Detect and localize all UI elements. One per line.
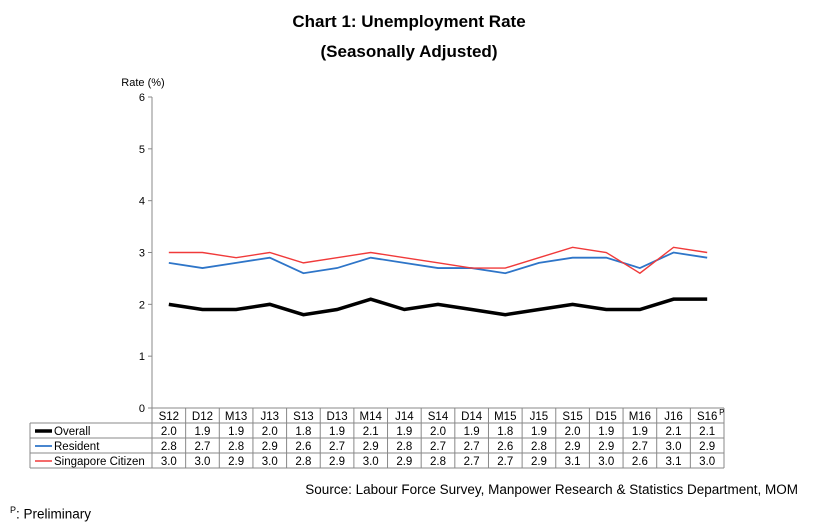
data-label: 2.9 <box>699 441 715 453</box>
data-label: 2.0 <box>262 426 278 438</box>
legend-label: Singapore Citizen <box>54 456 145 468</box>
data-label: 1.8 <box>295 426 311 438</box>
data-label: 2.0 <box>161 426 177 438</box>
data-label: 3.1 <box>565 456 581 468</box>
data-label: 2.9 <box>598 441 614 453</box>
legend-label: Resident <box>54 441 100 453</box>
preliminary-marker: P <box>719 408 724 417</box>
data-label: 2.8 <box>295 456 311 468</box>
data-label: 3.0 <box>194 456 210 468</box>
source-note: Source: Labour Force Survey, Manpower Re… <box>305 482 798 497</box>
data-label: 3.0 <box>161 456 177 468</box>
data-label: 1.9 <box>464 426 480 438</box>
chart-title: Chart 1: Unemployment Rate <box>292 12 526 31</box>
data-label: 3.0 <box>598 456 614 468</box>
x-tick-label: S15 <box>562 411 582 423</box>
footnote-marker: P <box>10 505 17 515</box>
data-label: 1.9 <box>598 426 614 438</box>
series-line-overall <box>168 297 708 317</box>
data-label: 3.0 <box>699 456 715 468</box>
data-label: 3.1 <box>666 456 682 468</box>
x-tick-label: S16 <box>697 411 717 423</box>
x-tick-label: D13 <box>327 411 348 423</box>
series-line-singapore-citizen <box>168 246 708 275</box>
data-label: 2.7 <box>464 456 480 468</box>
footnote: P: Preliminary <box>10 505 91 522</box>
y-tick-label: 0 <box>139 403 145 415</box>
data-label: 2.7 <box>464 441 480 453</box>
x-tick-label: J16 <box>664 411 683 423</box>
data-label: 2.9 <box>228 456 244 468</box>
footnote-text: : Preliminary <box>16 506 92 522</box>
data-label: 2.9 <box>363 441 379 453</box>
data-label: 2.6 <box>295 441 311 453</box>
data-label: 2.7 <box>632 441 648 453</box>
data-label: 1.9 <box>228 426 244 438</box>
data-label: 2.6 <box>497 441 513 453</box>
data-label: 2.9 <box>565 441 581 453</box>
x-tick-label: J14 <box>395 411 414 423</box>
data-label: 2.9 <box>531 456 547 468</box>
data-label: 2.8 <box>396 441 412 453</box>
x-tick-label: S14 <box>428 411 449 423</box>
x-tick-label: J15 <box>530 411 549 423</box>
legend-label: Overall <box>54 426 90 438</box>
data-label: 2.9 <box>262 441 278 453</box>
x-tick-label: M14 <box>360 411 383 423</box>
data-label: 2.7 <box>329 441 345 453</box>
x-tick-label: D15 <box>596 411 617 423</box>
data-label: 3.0 <box>666 441 682 453</box>
x-tick-label: J13 <box>260 411 279 423</box>
data-label: 2.8 <box>161 441 177 453</box>
x-tick-label: D14 <box>461 411 483 423</box>
data-label: 1.9 <box>194 426 210 438</box>
data-label: 2.1 <box>699 426 715 438</box>
data-label: 2.9 <box>396 456 412 468</box>
x-tick-label: M16 <box>629 411 651 423</box>
data-label: 2.9 <box>329 456 345 468</box>
data-label: 2.7 <box>194 441 210 453</box>
data-label: 2.8 <box>228 441 244 453</box>
data-label: 3.0 <box>262 456 278 468</box>
data-label: 1.8 <box>497 426 513 438</box>
y-tick-label: 6 <box>139 92 145 104</box>
data-label: 2.6 <box>632 456 648 468</box>
x-tick-label: D12 <box>192 411 213 423</box>
data-label: 2.1 <box>666 426 682 438</box>
data-label: 1.9 <box>531 426 547 438</box>
data-label: 1.9 <box>396 426 412 438</box>
data-label: 2.1 <box>363 426 379 438</box>
y-tick-label: 5 <box>139 144 145 156</box>
data-label: 2.7 <box>497 456 513 468</box>
x-tick-label: S12 <box>159 411 179 423</box>
data-label: 2.8 <box>531 441 547 453</box>
data-label: 2.7 <box>430 441 446 453</box>
data-label: 1.9 <box>632 426 648 438</box>
data-label: 2.0 <box>565 426 581 438</box>
data-label: 2.8 <box>430 456 446 468</box>
y-tick-label: 1 <box>139 351 145 363</box>
x-tick-label: M15 <box>494 411 516 423</box>
x-tick-label: S13 <box>293 411 313 423</box>
chart-subtitle: (Seasonally Adjusted) <box>320 42 498 61</box>
y-axis-label: Rate (%) <box>121 77 164 89</box>
data-label: 3.0 <box>363 456 379 468</box>
y-tick-label: 2 <box>139 299 145 311</box>
series-line-resident <box>168 251 708 275</box>
data-label: 2.0 <box>430 426 446 438</box>
y-tick-label: 3 <box>139 248 145 260</box>
x-tick-label: M13 <box>225 411 247 423</box>
data-label: 1.9 <box>329 426 345 438</box>
y-tick-label: 4 <box>139 196 145 208</box>
